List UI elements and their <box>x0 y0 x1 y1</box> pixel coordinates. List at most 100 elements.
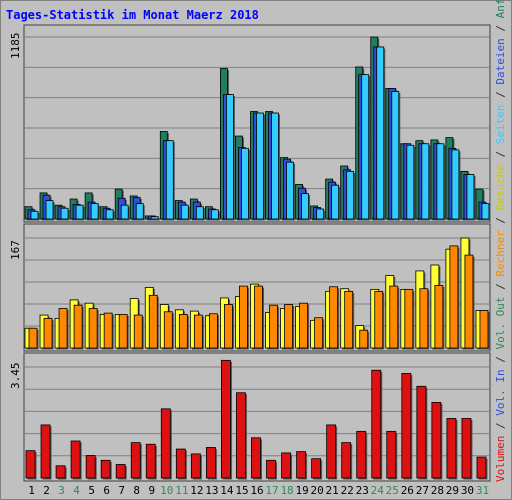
bar-rechner-day-9 <box>148 294 158 349</box>
bar-seiten-day-18 <box>286 161 294 220</box>
bar-volumen-day-9 <box>145 443 156 479</box>
legend-segment: / <box>494 144 507 164</box>
legend-segment: Vol. In <box>494 369 507 415</box>
bar-seiten-day-30 <box>466 174 475 220</box>
bar-volumen-day-1 <box>25 450 36 479</box>
chart-title: Tages-Statistik im Monat Maerz 2018 <box>6 8 259 22</box>
bar-rechner-day-24 <box>374 290 384 349</box>
bar-seiten-day-14 <box>226 94 234 220</box>
bar-volumen-day-2 <box>40 424 51 479</box>
x-tick-label-30: 30 <box>461 484 474 497</box>
x-tick-label-28: 28 <box>431 484 444 497</box>
x-tick-label-15: 15 <box>235 484 248 497</box>
x-tick-label-9: 9 <box>148 484 155 497</box>
bar-rechner-day-20 <box>314 317 324 349</box>
bar-rechner-day-14 <box>224 304 233 349</box>
x-tick-label-7: 7 <box>118 484 125 497</box>
bar-volumen-day-13 <box>205 447 216 479</box>
legend-segment: / <box>494 350 507 370</box>
bar-rechner-day-16 <box>254 285 263 349</box>
bar-seiten-day-7 <box>120 204 129 220</box>
bar-seiten-day-31 <box>481 203 490 220</box>
bar-volumen-day-28 <box>431 401 442 479</box>
legend-segment: / <box>494 85 507 105</box>
bar-seiten-day-16 <box>256 112 264 220</box>
x-tick-label-18: 18 <box>280 484 293 497</box>
bar-volumen-day-31 <box>476 456 487 479</box>
bar-rechner-day-21 <box>329 286 339 349</box>
bar-rechner-day-5 <box>88 308 98 349</box>
bar-volumen-day-10 <box>160 408 171 479</box>
bar-seiten-day-2 <box>45 200 54 220</box>
x-tick-label-21: 21 <box>326 484 339 497</box>
y-axis-max-label: 167 <box>9 240 22 260</box>
y-axis-max-label: 1185 <box>9 33 22 60</box>
bar-volumen-day-3 <box>55 465 66 479</box>
x-tick-label-3: 3 <box>58 484 65 497</box>
bar-rechner-day-25 <box>389 285 399 349</box>
bar-volumen-day-24 <box>371 369 382 479</box>
legend-segment: / <box>494 277 507 297</box>
bar-rechner-day-13 <box>208 313 218 349</box>
bar-rechner-day-11 <box>178 314 188 349</box>
legend-segment: Seiten <box>494 104 507 144</box>
bar-rechner-day-31 <box>479 310 489 349</box>
bar-volumen-day-12 <box>190 453 201 479</box>
bar-seiten-day-17 <box>271 112 279 220</box>
x-tick-label-8: 8 <box>133 484 140 497</box>
x-tick-label-13: 13 <box>205 484 218 497</box>
x-tick-label-31: 31 <box>476 484 489 497</box>
x-tick-label-5: 5 <box>88 484 95 497</box>
bar-volumen-day-18 <box>281 452 291 479</box>
bar-volumen-day-30 <box>461 418 472 479</box>
bar-rechner-day-1 <box>28 327 38 349</box>
x-tick-label-11: 11 <box>175 484 188 497</box>
bar-volumen-day-19 <box>296 451 306 479</box>
bar-seiten-day-27 <box>421 143 430 220</box>
x-tick-label-17: 17 <box>265 484 278 497</box>
x-tick-label-2: 2 <box>43 484 50 497</box>
panel-requests: 1185 <box>9 24 491 223</box>
bar-volumen-day-21 <box>326 424 337 479</box>
legend-segment: / <box>494 18 507 38</box>
x-tick-label-4: 4 <box>73 484 80 497</box>
bar-volumen-day-11 <box>175 448 186 479</box>
bar-seiten-day-4 <box>75 204 84 220</box>
legend-segment: / <box>494 416 507 436</box>
bar-rechner-day-28 <box>434 285 444 349</box>
x-tick-label-22: 22 <box>341 484 354 497</box>
x-tick-label-25: 25 <box>386 484 399 497</box>
bar-seiten-day-19 <box>301 193 309 220</box>
bar-seiten-day-28 <box>436 143 445 220</box>
x-tick-label-16: 16 <box>250 484 263 497</box>
bar-seiten-day-3 <box>60 207 69 220</box>
bar-rechner-day-7 <box>118 314 128 349</box>
legend-segment: Volumen <box>494 436 507 482</box>
bar-seiten-day-24 <box>376 46 385 220</box>
legend-vertical: Volumen / Vol. In / Vol. Out / Rechner /… <box>494 0 507 482</box>
legend-segment: Besuche <box>494 164 507 210</box>
legend-segment: / <box>494 210 507 230</box>
bar-rechner-day-30 <box>464 254 474 349</box>
bar-rechner-day-19 <box>299 302 308 349</box>
bar-rechner-day-29 <box>449 245 459 349</box>
bar-seiten-day-11 <box>180 204 189 220</box>
bar-volumen-day-15 <box>236 392 246 479</box>
x-tick-label-14: 14 <box>220 484 234 497</box>
bar-rechner-day-6 <box>103 312 113 349</box>
legend-segment: Dateien <box>494 38 507 84</box>
bar-rechner-day-2 <box>43 317 53 349</box>
x-axis-labels: 1 2 3 4 5 6 7 8 9 10 11 12 13 14 15 16 17 18 19 20 21 22 23 24 2… <box>28 484 489 497</box>
x-tick-label-6: 6 <box>103 484 110 497</box>
x-tick-label-29: 29 <box>446 484 459 497</box>
bar-rechner-day-22 <box>344 290 354 349</box>
bar-volumen-day-23 <box>356 430 367 479</box>
bar-volumen-day-27 <box>416 385 427 479</box>
bar-volumen-day-16 <box>251 437 261 479</box>
bar-rechner-day-15 <box>239 285 248 349</box>
bar-seiten-day-20 <box>316 208 325 220</box>
legend-segment: Vol. Out <box>494 297 507 350</box>
bar-volumen-day-29 <box>446 418 457 479</box>
panel-visits: 167 <box>9 223 491 352</box>
